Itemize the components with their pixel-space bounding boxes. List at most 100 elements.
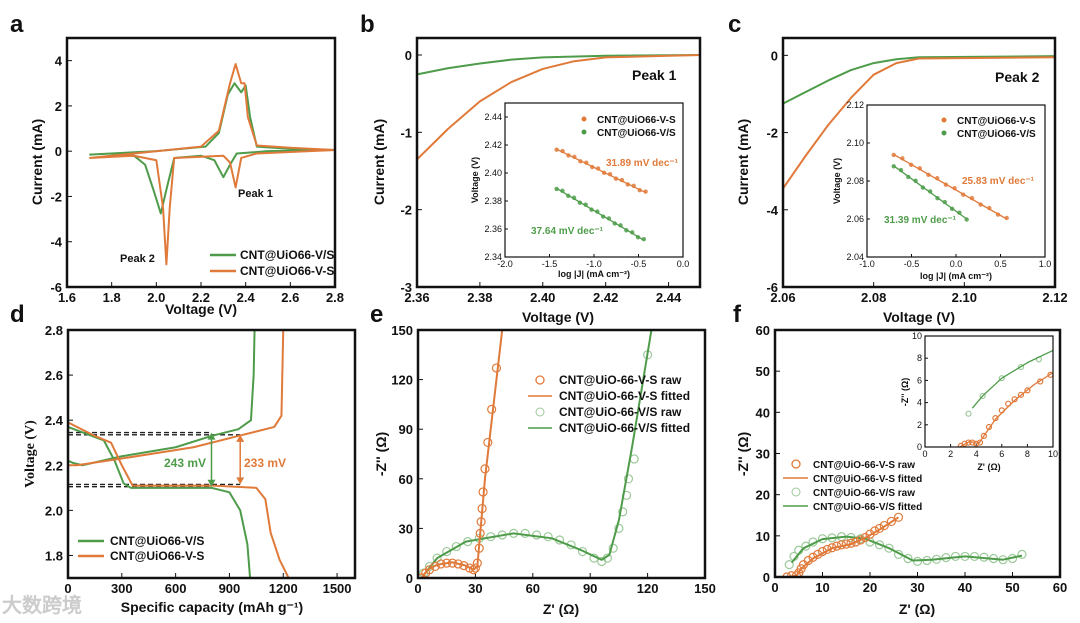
e-ytick-label: 30 — [399, 521, 413, 536]
f-series-cnt-uio-66-v-s-raw-marker — [884, 543, 894, 553]
b_inset-series-cnt-uio66-v-s-marker — [595, 209, 600, 214]
b-inset-legend-item: CNT@UiO66-V-S — [597, 115, 676, 126]
d-series-cnt-uio66-v-s-charge-line — [68, 330, 285, 467]
b_inset-series-cnt-uio66-v-s-marker — [554, 147, 559, 152]
e-series-cnt-uio-66-v-s-raw-marker — [442, 546, 452, 557]
f-series-cnt-uio-66-v-s-raw-marker — [784, 560, 794, 570]
d-xtick-label: 1200 — [269, 581, 298, 596]
a-xtick-label: 1.6 — [58, 290, 76, 305]
b-xtick-label: 2.36 — [404, 290, 429, 305]
f-xlabel: Z' (Ω) — [899, 601, 935, 617]
b-xtick-label: 2.38 — [467, 290, 492, 305]
b-ytick-label: 0 — [405, 48, 412, 63]
a-xtick-label: 2.4 — [237, 290, 256, 305]
c_inset-series-cnt-uio66-v-s-marker — [943, 182, 949, 187]
b_inset-plot-area — [505, 103, 683, 257]
f_inset-series-cnt-uio-66-v-s-raw-marker — [998, 375, 1005, 382]
b_inset-series-cnt-uio66-v-s-marker — [641, 237, 647, 242]
a-series-cnt-uio66-v-s-line — [89, 82, 335, 215]
e-series-group — [418, 330, 653, 578]
c_inset-series-group — [891, 152, 1009, 222]
c_inset-ytick-label: 2.12 — [846, 100, 864, 110]
b_inset-series-cnt-uio66-v-s-marker — [606, 216, 612, 221]
c_inset-series-cnt-uio66-v-s-marker — [995, 212, 1001, 217]
b-ytick-label: -3 — [400, 280, 412, 295]
f_inset-series-cnt-uio-66-v-s-raw-marker — [992, 415, 999, 422]
c_inset-ytick-label: 2.08 — [846, 176, 864, 186]
b_inset-series-cnt-uio66-v-s-marker — [595, 166, 601, 171]
a-series-cnt-uio66-v-s-line — [89, 63, 335, 266]
c-xtick-label: 2.08 — [861, 290, 886, 305]
panel-label-d: d — [10, 301, 25, 328]
e-series-cnt-uio-66-v-s-raw-marker — [618, 507, 628, 517]
e-xtick-label: 150 — [694, 581, 716, 596]
f-series-cnt-uio-66-v-s-raw-marker — [855, 535, 866, 545]
b_inset-plot-frame — [504, 102, 684, 258]
f_inset-series-cnt-uio-66-v-s-raw-marker — [1011, 396, 1018, 403]
a-xtick-label: 2.0 — [147, 290, 165, 305]
f-series-group — [782, 512, 1027, 577]
b_inset-ytick-label: 2.36 — [484, 224, 502, 234]
f-series-cnt-uio-66-v-s-raw-marker — [803, 555, 813, 566]
f_inset-series-cnt-uio-66-v-s-raw-marker — [961, 440, 968, 447]
watermark-logo: 大数跨境 — [2, 593, 82, 617]
f-xtick-label: 10 — [815, 580, 829, 595]
b_inset-series-cnt-uio66-v-s-marker — [589, 207, 594, 212]
b_inset-ytick-label: 2.42 — [484, 140, 502, 150]
d-gap-arrowhead-down — [207, 479, 216, 487]
f-ytick-label: 10 — [756, 529, 770, 544]
c_inset-series-cnt-uio66-v-s-marker — [949, 206, 955, 212]
d-xtick-label: 1500 — [323, 581, 352, 596]
f_inset-ytick-label: 6 — [917, 375, 922, 385]
f-ytick-label: 50 — [756, 364, 770, 379]
a-peak1-label: Peak 1 — [238, 188, 273, 200]
b_inset-series-cnt-uio66-v-s-marker — [554, 186, 559, 192]
panel-label-b: b — [360, 11, 375, 38]
f_inset-series-cnt-uio-66-v-s-raw-marker — [1017, 391, 1025, 398]
a-xtick-label: 2.8 — [326, 290, 344, 305]
a-plot-frame — [65, 36, 337, 289]
e-xtick-label: 120 — [637, 581, 659, 596]
c_inset-series-cnt-uio66-v-s-marker — [952, 185, 957, 191]
c_inset-series-cnt-uio66-v-s-marker — [891, 164, 896, 169]
a-ytick-label: 4 — [55, 54, 63, 69]
d-ytick-label: 2.0 — [45, 503, 63, 518]
b-inset-legend: CNT@UiO66-V-S CNT@UiO66-V/S — [581, 115, 676, 139]
b-plot-frame — [415, 36, 702, 289]
b_inset-series-cnt-uio66-v-s-marker — [600, 214, 606, 219]
b_inset-series-cnt-uio66-v-s-marker — [560, 188, 565, 194]
f-series-cnt-uio-66-v-s-raw-marker — [886, 516, 896, 527]
f-xtick-label: 60 — [1053, 580, 1067, 595]
a-legend: CNT@UiO66-V/S CNT@UiO66-V-S — [210, 248, 334, 278]
b_inset-series-cnt-uio66-v-s-marker — [607, 172, 613, 177]
a-ylabel: Current (mA) — [29, 119, 45, 205]
c-xtick-label: 2.10 — [952, 290, 977, 305]
b_inset-xtick-label: 0.0 — [677, 259, 690, 269]
b_inset-xtick-label: -1.5 — [542, 259, 558, 269]
c_inset-series-cnt-uio66-v-s-marker — [898, 167, 904, 173]
c-inset-legend-item: CNT@UiO66-V-S — [957, 116, 1036, 127]
d-plot: 0 300 600 900 1200 1500 1.8 2.0 2.2 2.4 2.6 2.8 — [45, 323, 357, 596]
c-ytick-label: -2 — [766, 126, 778, 141]
c-plot-frame — [781, 36, 1057, 289]
c_inset-series-cnt-uio66-v-s-marker — [908, 162, 914, 168]
f_inset-series-cnt-uio-66-v-s-raw-marker — [979, 392, 986, 400]
b_inset-plot: -2.0 -1.5 -1.0 -0.5 0.0 2.34 2.36 2.38 2.40 2.42 2… — [484, 102, 690, 269]
b-inset-xlabel: log |J| (mA cm⁻²) — [558, 269, 630, 279]
c_inset-series-cnt-uio66-v-s-marker — [957, 210, 962, 215]
f-ytick-label: 20 — [756, 488, 770, 503]
f-series-cnt-uio-66-v-s-fitted-line — [786, 516, 900, 577]
f_inset-series-cnt-uio-66-v-s-raw-marker — [965, 410, 972, 417]
f-series-cnt-uio-66-v-s-raw-marker — [874, 523, 885, 534]
b-ylabel: Current (mA) — [371, 119, 387, 205]
e-plot: 0 30 60 90 120 150 0 30 60 90 120 150 — [391, 323, 716, 596]
a-ytick-label: -2 — [50, 189, 62, 204]
b-series-cnt-uio66-v-s-line — [417, 54, 700, 76]
f-inset-xlabel: Z' (Ω) — [977, 462, 1000, 472]
f-ylabel: -Z'' (Ω) — [735, 432, 751, 476]
b-xlabel: Voltage (V) — [522, 309, 594, 325]
c_inset-series-cnt-uio66-v-s-marker — [917, 166, 922, 171]
c_inset-xtick-label: 1.0 — [1039, 259, 1052, 269]
e-xtick-label: 90 — [583, 581, 597, 596]
e-plot-area — [418, 330, 705, 578]
